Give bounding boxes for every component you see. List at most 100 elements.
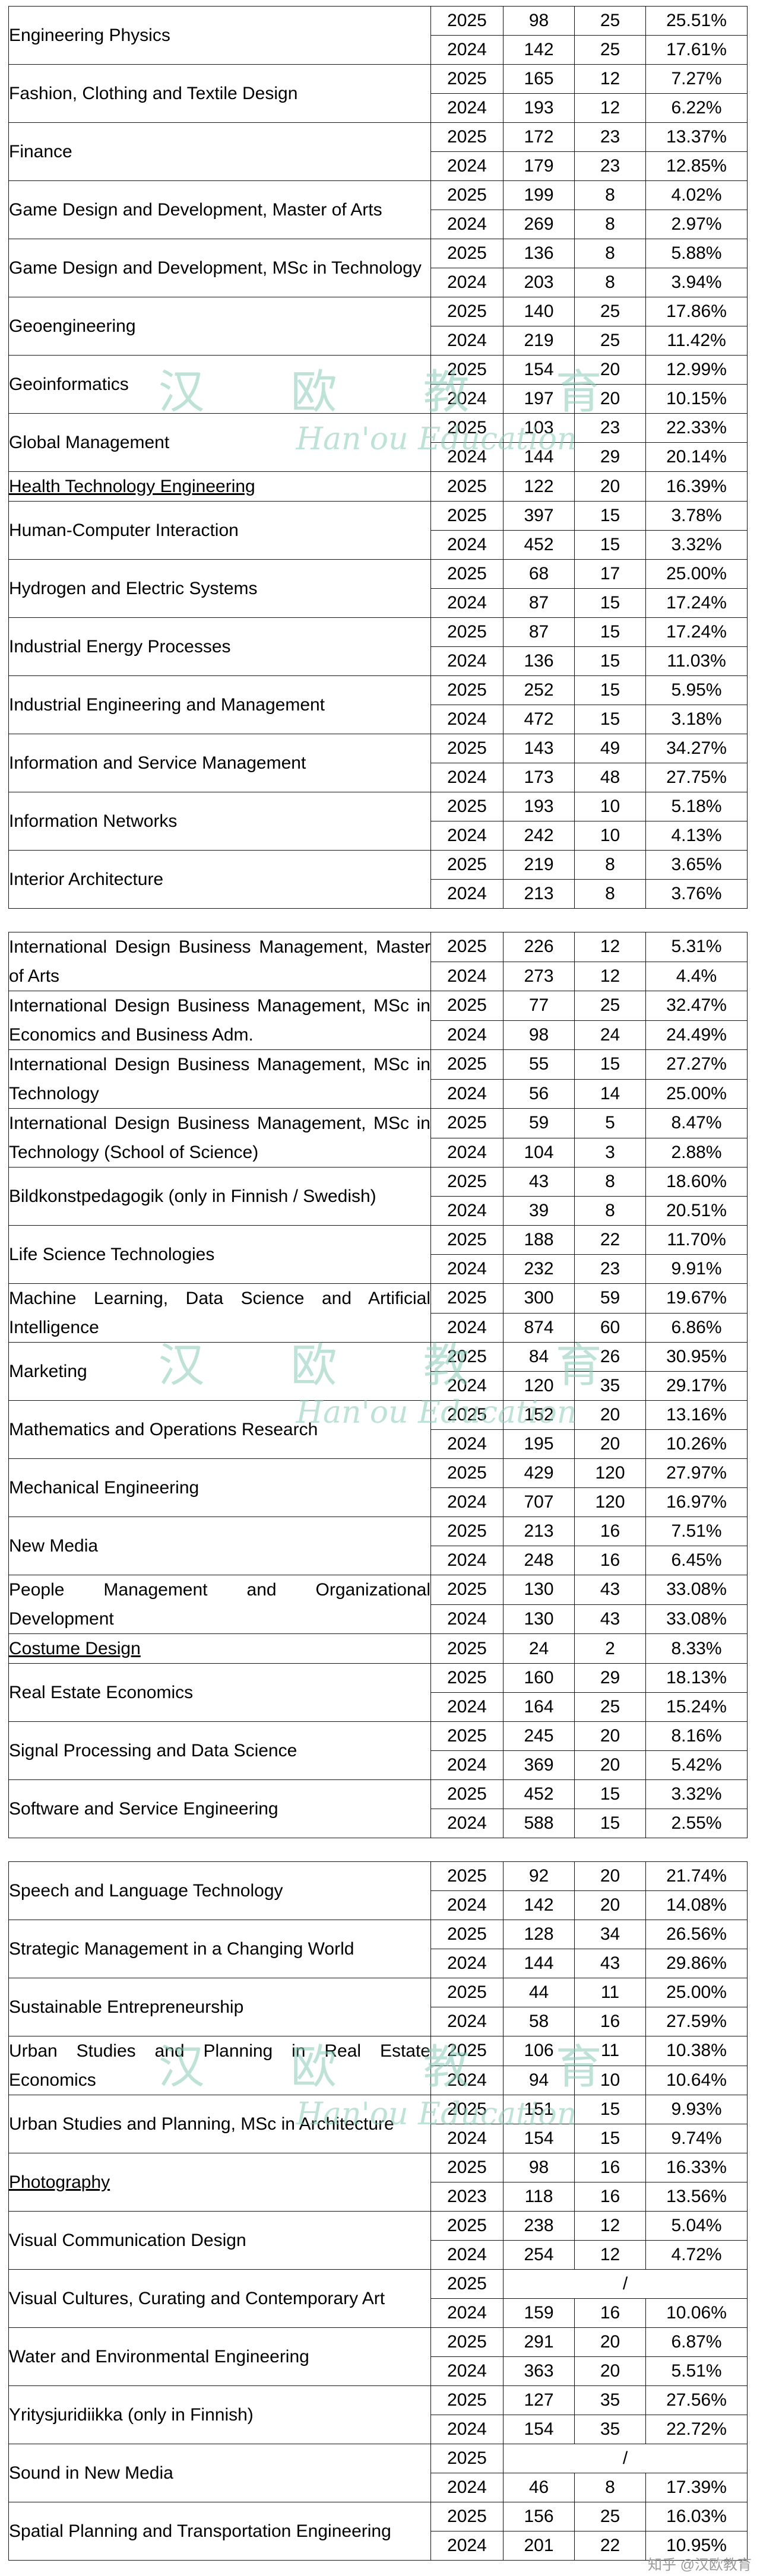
program-name: Water and Environmental Engineering — [8, 2327, 431, 2386]
applicants-cell: 213 — [503, 1517, 575, 1546]
rate-cell: 3.65% — [645, 850, 748, 880]
admitted-cell: 8 — [574, 1196, 646, 1226]
rate-cell: 3.32% — [645, 530, 748, 560]
rate-cell: 2.55% — [645, 1809, 748, 1838]
applicants-cell: 874 — [503, 1312, 575, 1343]
tables-container: Engineering Physics 2025 98 25 25.51% 2024 142… — [8, 6, 748, 2561]
table-row: Mathematics and Operations Research 2025 1… — [8, 1400, 748, 1459]
table-row: International Design Business Management… — [8, 932, 748, 991]
applicants-cell: 369 — [503, 1750, 575, 1780]
table-row: Marketing 2025 84 26 30.95% — [8, 1342, 748, 1401]
year-cell: 2025 — [430, 2327, 504, 2357]
program-name: Finance — [8, 122, 431, 181]
applicants-cell: 98 — [503, 1020, 575, 1050]
year-cell: 2025 — [430, 1575, 504, 1605]
rate-cell: 27.75% — [645, 763, 748, 792]
program-name: Machine Learning, Data Science and Artif… — [8, 1283, 431, 1343]
admitted-cell: 23 — [574, 1254, 646, 1284]
admitted-cell: 23 — [574, 413, 646, 443]
rate-cell: 3.32% — [645, 1779, 748, 1809]
rate-cell: 21.74% — [645, 1861, 748, 1891]
applicants-cell: 219 — [503, 850, 575, 880]
rate-cell: 2.88% — [645, 1137, 748, 1168]
rate-cell: 25.00% — [645, 559, 748, 589]
applicants-cell: 179 — [503, 151, 575, 181]
rate-cell: 16.39% — [645, 471, 748, 502]
admitted-cell: 16 — [574, 2298, 646, 2328]
admitted-cell: 12 — [574, 961, 646, 991]
program-name: Urban Studies and Planning, MSc in Archi… — [8, 2095, 431, 2153]
table-row: Finance 2025 172 23 13.37% — [8, 122, 748, 181]
table-row: 2024 269 8 2.97% — [9, 210, 748, 239]
rate-cell: 13.37% — [645, 122, 748, 152]
no-data-cell: / — [503, 2269, 748, 2299]
applicants-cell: 68 — [503, 559, 575, 589]
rate-cell: 11.03% — [645, 646, 748, 676]
year-cell: 2024 — [430, 442, 504, 472]
program-name-link[interactable]: Costume Design — [8, 1633, 431, 1664]
year-cell: 2024 — [430, 2415, 504, 2444]
rate-cell: 5.31% — [645, 932, 748, 962]
admitted-cell: 20 — [574, 1750, 646, 1780]
applicants-cell: 56 — [503, 1078, 575, 1109]
admitted-cell: 16 — [574, 2007, 646, 2036]
program-name: Game Design and Development, MSc in Tech… — [8, 239, 431, 297]
table-row: 2024 164 25 15.24% — [9, 1692, 748, 1722]
table-row: Software and Service Engineering 2025 452 1… — [8, 1779, 748, 1838]
table-row: International Design Business Management… — [8, 991, 748, 1050]
year-cell: 2025 — [430, 1167, 504, 1197]
rate-cell: 7.27% — [645, 64, 748, 94]
year-cell: 2025 — [430, 2153, 504, 2182]
rate-cell: 5.04% — [645, 2211, 748, 2241]
applicants-cell: 58 — [503, 2007, 575, 2036]
rate-cell: 7.51% — [645, 1517, 748, 1546]
admitted-cell: 25 — [574, 35, 646, 65]
rate-cell: 4.72% — [645, 2240, 748, 2270]
year-cell: 2024 — [430, 1137, 504, 1168]
program-name: Mechanical Engineering — [8, 1458, 431, 1517]
table-row: 2023 118 16 13.56% — [9, 2182, 748, 2212]
admitted-cell: 20 — [574, 384, 646, 414]
table-row: Industrial Energy Processes 2025 87 15 17.24… — [8, 617, 748, 676]
admitted-cell: 15 — [574, 501, 646, 531]
program-name-link[interactable]: Health Technology Engineering — [8, 471, 431, 502]
admitted-cell: 23 — [574, 151, 646, 181]
year-cell: 2025 — [430, 2444, 504, 2473]
admitted-cell: 16 — [574, 1546, 646, 1575]
admitted-cell: 8 — [574, 2473, 646, 2502]
table-row: 2024 46 8 17.39% — [9, 2473, 748, 2502]
admitted-cell: 12 — [574, 2240, 646, 2270]
table-row: Real Estate Economics 2025 160 29 18.13% — [8, 1663, 748, 1722]
program-name: International Design Business Management… — [8, 1108, 431, 1168]
program-name: Geoengineering — [8, 297, 431, 356]
year-cell: 2024 — [430, 1949, 504, 1978]
admitted-cell: 35 — [574, 2385, 646, 2415]
program-name: Industrial Energy Processes — [8, 617, 431, 676]
table-row: 2024 369 20 5.42% — [9, 1750, 748, 1780]
year-cell: 2024 — [430, 705, 504, 734]
year-cell: 2025 — [430, 1342, 504, 1372]
program-name-link[interactable]: Photography — [8, 2153, 431, 2212]
year-cell: 2024 — [430, 326, 504, 356]
year-cell: 2024 — [430, 1890, 504, 1920]
year-cell: 2024 — [430, 1312, 504, 1343]
rate-cell: 9.93% — [645, 2095, 748, 2124]
applicants-cell: 397 — [503, 501, 575, 531]
rate-cell: 5.18% — [645, 792, 748, 821]
admitted-cell: 8 — [574, 850, 646, 880]
rate-cell: 5.95% — [645, 675, 748, 705]
applicants-cell: 160 — [503, 1663, 575, 1693]
table-row: 2024 254 12 4.72% — [9, 2240, 748, 2270]
table-row: Mechanical Engineering 2025 429 120 27.97% — [8, 1458, 748, 1517]
table-row: Costume Design 2025 24 2 8.33% — [8, 1633, 748, 1664]
rate-cell: 27.27% — [645, 1049, 748, 1080]
applicants-cell: 452 — [503, 530, 575, 560]
applicants-cell: 127 — [503, 2385, 575, 2415]
year-cell: 2024 — [430, 1254, 504, 1284]
admitted-cell: 20 — [574, 355, 646, 385]
table-row: Human-Computer Interaction 2025 397 15 3.78% — [8, 501, 748, 560]
applicants-cell: 87 — [503, 588, 575, 618]
applicants-cell: 44 — [503, 1978, 575, 2007]
table-row: Game Design and Development, Master of A… — [8, 180, 748, 239]
year-cell: 2025 — [430, 180, 504, 210]
